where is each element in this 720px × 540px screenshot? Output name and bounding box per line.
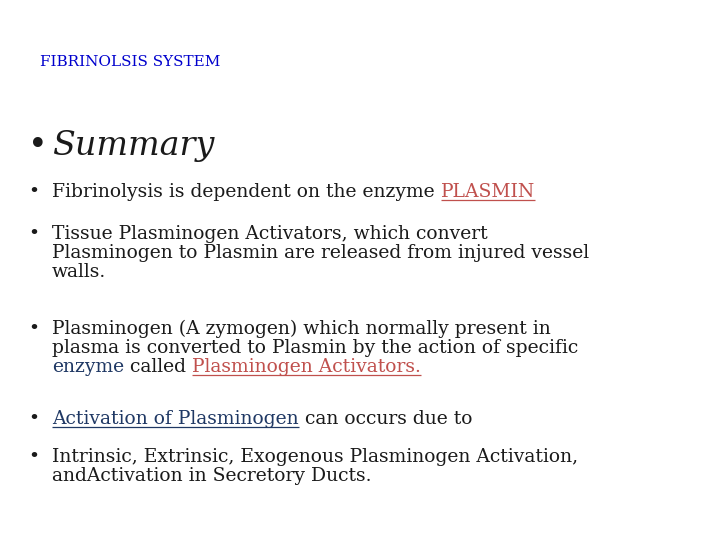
Text: PLASMIN: PLASMIN — [441, 183, 535, 201]
Text: FIBRINOLSIS SYSTEM: FIBRINOLSIS SYSTEM — [40, 55, 220, 69]
Text: Intrinsic, Extrinsic, Exogenous Plasminogen Activation,: Intrinsic, Extrinsic, Exogenous Plasmino… — [52, 448, 578, 466]
Text: Plasminogen (A zymogen) which normally present in: Plasminogen (A zymogen) which normally p… — [52, 320, 551, 338]
Text: andActivation in Secretory Ducts.: andActivation in Secretory Ducts. — [52, 467, 372, 485]
Text: •: • — [28, 225, 39, 243]
Text: walls.: walls. — [52, 263, 107, 281]
Text: Summary: Summary — [52, 130, 215, 162]
Text: •: • — [28, 410, 39, 428]
Text: plasma is converted to Plasmin by the action of specific: plasma is converted to Plasmin by the ac… — [52, 339, 578, 357]
Text: •: • — [28, 183, 39, 201]
Text: •: • — [28, 130, 48, 162]
Text: Tissue Plasminogen Activators, which convert: Tissue Plasminogen Activators, which con… — [52, 225, 487, 243]
Text: Fibrinolysis is dependent on the enzyme: Fibrinolysis is dependent on the enzyme — [52, 183, 441, 201]
Text: enzyme: enzyme — [52, 358, 124, 376]
Text: Plasminogen Activators.: Plasminogen Activators. — [192, 358, 421, 376]
Text: Plasminogen to Plasmin are released from injured vessel: Plasminogen to Plasmin are released from… — [52, 244, 589, 262]
Text: Activation of Plasminogen: Activation of Plasminogen — [52, 410, 299, 428]
Text: •: • — [28, 320, 39, 338]
Text: can occurs due to: can occurs due to — [299, 410, 472, 428]
Text: called: called — [124, 358, 192, 376]
Text: •: • — [28, 448, 39, 466]
